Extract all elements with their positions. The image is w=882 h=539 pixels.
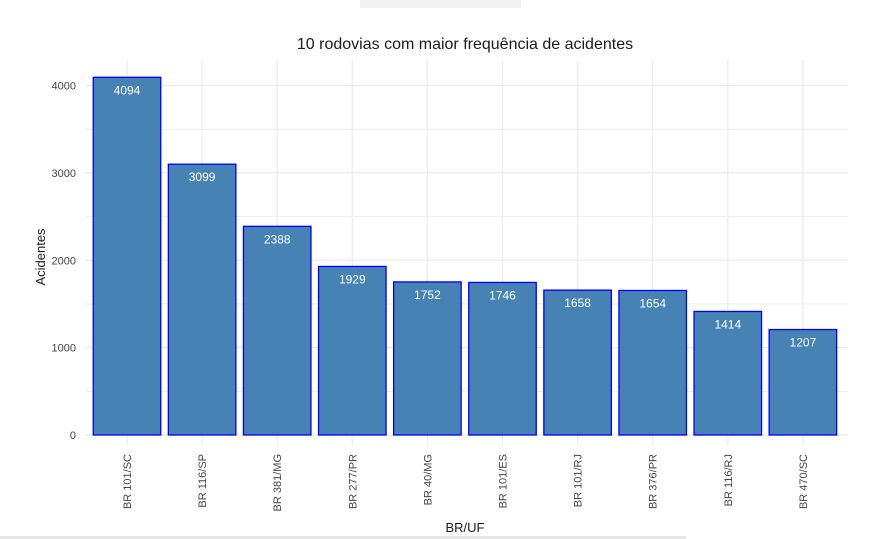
y-axis-ticks: 0 1000 2000 3000 4000 — [52, 81, 76, 443]
bar-value-label: 1207 — [790, 336, 817, 350]
bar — [392, 281, 462, 436]
bar-value-label: 3099 — [189, 170, 216, 184]
bottom-scrollbar-track — [0, 536, 686, 539]
bar — [543, 289, 612, 436]
x-tick-label: BR 381/MG — [272, 454, 284, 511]
top-bar-decoration — [360, 0, 521, 8]
y-tick-label: 2000 — [52, 255, 76, 267]
x-tick-label: BR 101/SC — [122, 454, 134, 509]
y-tick-label: 4000 — [52, 81, 76, 93]
x-tick-label: BR 116/SP — [197, 454, 209, 508]
x-tick-label: BR 101/ES — [498, 454, 510, 508]
x-tick-label: BR 116/RJ — [723, 454, 735, 506]
bar — [693, 310, 763, 436]
bar-labels: 4094 3099 2388 1929 1752 1746 1658 1654 1414 1207 — [114, 83, 817, 349]
bar-value-label: 1658 — [564, 296, 591, 310]
bar-value-label: 4094 — [114, 83, 141, 97]
bar — [92, 76, 162, 436]
bar-value-label: 1929 — [339, 272, 366, 286]
x-tick-label: BR 40/MG — [422, 454, 434, 505]
bar — [618, 289, 688, 436]
bar-value-label: 1752 — [414, 288, 441, 302]
y-tick-label: 3000 — [52, 168, 76, 180]
x-tick-label: BR 376/PR — [648, 454, 660, 509]
x-tick-label: BR 101/RJ — [573, 454, 585, 507]
bar-value-label: 1746 — [489, 288, 516, 302]
bars-group — [92, 76, 838, 436]
x-tick-label: BR 470/SC — [798, 454, 810, 509]
bar — [468, 281, 537, 436]
x-axis-title: BR/UF — [446, 520, 485, 535]
bar-value-label: 1654 — [639, 296, 666, 310]
y-tick-label: 0 — [70, 430, 76, 442]
bar-value-label: 2388 — [264, 232, 291, 246]
bar — [768, 328, 838, 436]
y-axis-title: Acidentes — [33, 228, 48, 286]
x-tick-label: BR 277/PR — [347, 454, 359, 509]
bar — [317, 265, 387, 436]
y-tick-label: 1000 — [52, 343, 76, 355]
chart-title: 10 rodovias com maior frequência de acid… — [297, 36, 633, 53]
x-axis-ticks: BR 101/SC BR 116/SP BR 381/MG BR 277/PR BR 4… — [122, 454, 810, 512]
bar-value-label: 1414 — [714, 317, 741, 331]
bar — [167, 163, 237, 436]
bar — [242, 225, 312, 436]
